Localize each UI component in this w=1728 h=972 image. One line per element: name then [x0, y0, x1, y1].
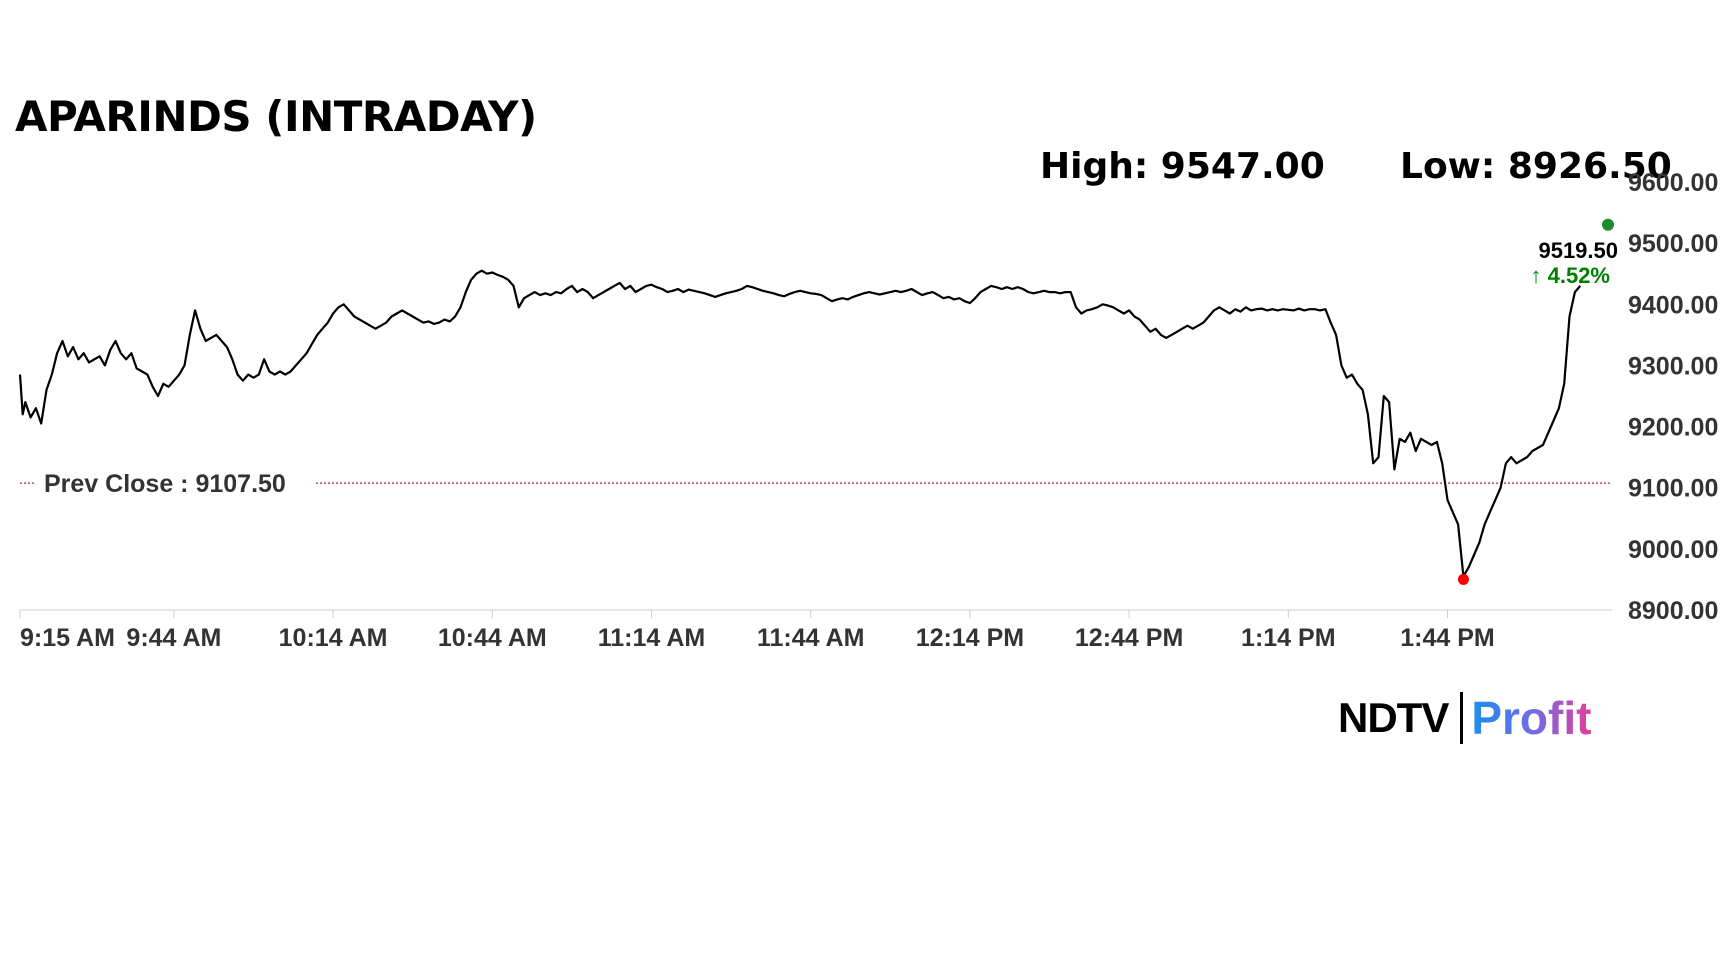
x-tick-label: 11:44 AM	[757, 624, 864, 652]
last-price-label: 9519.50	[1538, 238, 1618, 263]
x-tick-label: 12:14 PM	[916, 624, 1024, 652]
y-tick-label: 9100.00	[1628, 475, 1718, 503]
y-axis-ticks: 9600.00 9500.00 9400.00 9300.00 9200.00 9100.…	[1628, 169, 1718, 625]
x-tick-label: 9:44 AM	[126, 624, 221, 652]
x-tick-label: 1:14 PM	[1241, 624, 1335, 652]
day-high-stat: High: 9547.00	[1040, 146, 1325, 187]
x-tick-label: 10:14 AM	[279, 624, 388, 652]
x-tick-label: 12:44 PM	[1075, 624, 1183, 652]
ndtv-profit-logo: NDTV Profit	[1338, 688, 1591, 748]
prev-close-label: Prev Close : 9107.50	[44, 470, 286, 498]
logo-ndtv-text: NDTV	[1338, 694, 1449, 741]
y-tick-label: 9200.00	[1628, 414, 1718, 442]
price-series-line	[18, 269, 1582, 578]
x-tick-label: 9:15 AM	[20, 624, 115, 652]
y-tick-label: 8900.00	[1628, 597, 1718, 625]
x-tick-label: 10:44 AM	[438, 624, 547, 652]
day-low-stat: Low: 8926.50	[1400, 146, 1672, 187]
y-tick-label: 9400.00	[1628, 291, 1718, 319]
y-tick-label: 9300.00	[1628, 352, 1718, 380]
x-axis-ticks: 9:15 AM 9:44 AM 10:14 AM 10:44 AM 11:14 AM 11…	[19, 610, 1495, 652]
y-tick-label: 9500.00	[1628, 230, 1718, 258]
x-tick-label: 1:44 PM	[1400, 624, 1494, 652]
day-high-marker	[1602, 218, 1614, 231]
day-low-marker	[1457, 573, 1469, 585]
y-tick-label: 9000.00	[1628, 536, 1718, 564]
x-tick-label: 11:14 AM	[598, 624, 705, 652]
chart-title: APARINDS (INTRADAY)	[15, 92, 537, 141]
logo-divider	[1460, 692, 1464, 744]
percent-change-label: ↑ 4.52%	[1531, 263, 1611, 288]
y-tick-label: 9600.00	[1628, 169, 1718, 197]
logo-profit-text: Profit	[1471, 692, 1592, 744]
prev-close-label-bg	[36, 469, 316, 498]
